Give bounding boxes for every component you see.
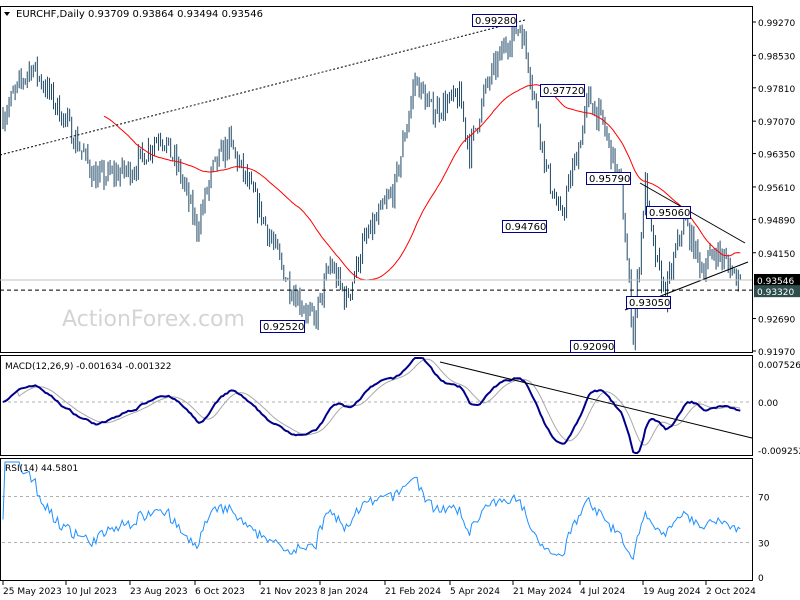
rsi-line — [2, 461, 741, 561]
rsi-y-label: 30 — [758, 540, 770, 550]
macd-title: MACD(12,26,9) -0.001634 -0.001322 — [5, 362, 171, 372]
macd-panel-frame — [0, 355, 753, 456]
x-tick-label: 21 Feb 2024 — [385, 587, 441, 597]
x-tick-label: 10 Jul 2023 — [66, 587, 117, 597]
ohlc-readout: 0.93709 0.93864 0.93494 0.93546 — [88, 9, 263, 20]
macd-line — [2, 357, 741, 454]
rsi-panel-frame — [0, 458, 753, 581]
level-price-badge — [754, 285, 800, 298]
x-tick-label: 6 Oct 2023 — [195, 587, 245, 597]
x-tick-label: 5 Apr 2024 — [450, 587, 500, 597]
triangle-upper-line — [639, 182, 746, 244]
macd-series — [2, 357, 753, 454]
x-tick-label: 25 May 2023 — [3, 587, 62, 597]
y-tick-label: 0.97810 — [758, 85, 795, 95]
rsi-title: RSI(14) 44.5801 — [5, 464, 78, 474]
axes: 0.99270 0.98530 0.97810 0.97070 0.96350 0.956… — [2, 19, 800, 597]
macd-y-label: 0.00 — [758, 399, 778, 409]
price-annotation-box — [260, 320, 305, 333]
triangle-down-icon[interactable] — [4, 12, 10, 16]
y-tick-label: 0.98530 — [758, 52, 795, 62]
current-price-label: 0.93546 — [757, 277, 794, 287]
x-tick-label: 21 May 2024 — [513, 587, 572, 597]
price-annotation: 0.97720 — [543, 86, 584, 97]
macd-trendline — [439, 361, 753, 439]
x-tick-label: 21 Nov 2023 — [260, 587, 318, 597]
y-tick-label: 0.94150 — [758, 250, 795, 260]
price-annotation-box — [472, 14, 517, 27]
moving-average-line — [103, 84, 741, 281]
macd-signal-line — [2, 358, 741, 446]
price-annotation-box — [586, 172, 631, 185]
y-tick-label: 0.91970 — [758, 348, 795, 358]
price-annotation: 0.92090 — [573, 342, 614, 353]
y-tick-label: 0.95610 — [758, 184, 795, 194]
price-annotation: 0.92520 — [263, 322, 304, 333]
y-tick-label: 0.97070 — [758, 118, 795, 128]
price-annotation: 0.93050 — [629, 298, 670, 309]
y-tick-label: 0.92690 — [758, 316, 795, 326]
price-annotation-box — [502, 220, 547, 233]
macd-y-label: -0.009252 — [758, 447, 800, 457]
rsi-y-label: 0 — [758, 574, 764, 584]
x-tick-label: 8 Jan 2024 — [320, 587, 368, 597]
level-price-label: 0.93320 — [757, 288, 794, 298]
macd-y-label: 0.007526 — [758, 361, 800, 371]
price-annotation-box — [626, 296, 671, 309]
x-tick-label: 23 Aug 2023 — [130, 587, 188, 597]
symbol-label: EURCHF,Daily — [16, 9, 85, 20]
main-panel-frame — [0, 6, 753, 353]
rsi-series — [2, 461, 752, 561]
y-tick-label: 0.99270 — [758, 19, 795, 29]
price-annotation-box — [570, 340, 615, 353]
rsi-y-label: 70 — [758, 494, 770, 504]
current-price-badge — [754, 273, 800, 286]
price-annotation-box — [646, 206, 691, 219]
y-tick-label: 0.96350 — [758, 151, 795, 161]
long-trendline — [0, 19, 526, 156]
price-annotation: 0.99280 — [475, 16, 516, 27]
price-annotation: 0.95060 — [649, 208, 690, 219]
x-tick-label: 19 Aug 2024 — [643, 587, 701, 597]
x-tick-label: 2 Oct 2024 — [706, 587, 756, 597]
watermark: ActionForex.com — [62, 307, 245, 332]
price-annotation: 0.95790 — [589, 174, 630, 185]
price-series: 0.99280 0.97720 0.94760 0.95790 0.95060 0.930… — [0, 14, 752, 353]
y-tick-label: 0.94890 — [758, 216, 795, 226]
price-annotation-box — [540, 84, 585, 97]
x-tick-label: 4 Jul 2024 — [580, 587, 625, 597]
price-annotation: 0.94760 — [505, 222, 546, 233]
